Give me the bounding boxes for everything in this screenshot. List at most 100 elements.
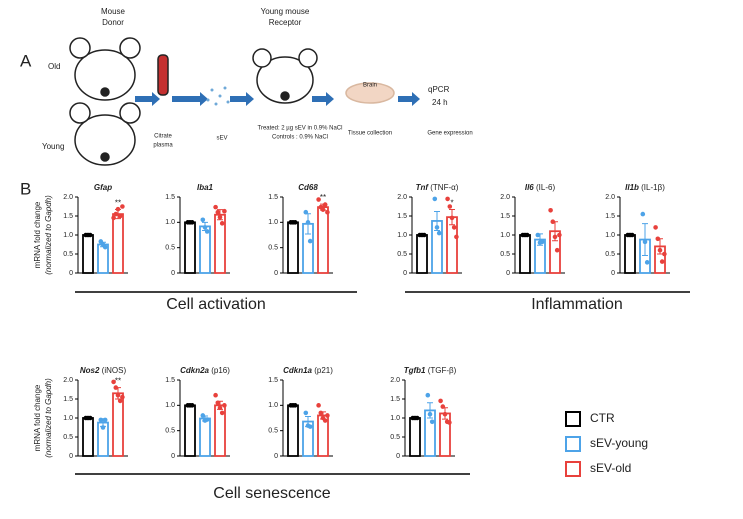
chart-title: Tnf (TNF-α) xyxy=(416,183,459,192)
label: qPCR xyxy=(428,85,450,94)
y-tick-label: 0 xyxy=(274,453,278,460)
panel-label: B xyxy=(20,179,31,198)
label: Donor xyxy=(102,18,124,27)
title-protein: (iNOS) xyxy=(102,366,127,375)
data-point xyxy=(202,225,208,230)
y-tick-label: 0 xyxy=(506,270,510,277)
data-point xyxy=(307,424,313,429)
data-point xyxy=(292,403,298,408)
bar xyxy=(199,225,211,274)
data-point xyxy=(449,215,455,221)
bar xyxy=(199,417,211,457)
significance: * xyxy=(450,199,453,208)
data-point xyxy=(642,239,648,245)
data-point xyxy=(539,239,545,245)
data-point xyxy=(204,229,210,234)
data-point xyxy=(325,209,330,215)
chart-title: Iba1 xyxy=(197,183,214,192)
label: Mouse xyxy=(101,7,126,16)
title-protein: (p16) xyxy=(211,366,230,375)
chart-title: Cdkn1a (p21) xyxy=(283,366,333,375)
data-point xyxy=(217,214,223,220)
chart-title: Nos2 (iNOS) xyxy=(80,366,127,375)
chart-title: Gfap xyxy=(94,183,112,192)
bar xyxy=(82,417,94,457)
data-point xyxy=(120,394,125,400)
data-point xyxy=(653,225,658,230)
y-tick-label: 2.0 xyxy=(63,194,73,201)
y-tick-label: 2.0 xyxy=(63,377,73,384)
title-gene: Nos2 xyxy=(80,366,100,375)
data-point xyxy=(438,398,443,404)
bar xyxy=(184,221,196,274)
title-protein: (TGF-β) xyxy=(428,366,457,375)
bar xyxy=(439,412,451,457)
bar xyxy=(317,206,329,274)
label: plasma xyxy=(153,143,173,149)
data-point xyxy=(213,392,218,398)
y-tick-label: 1.0 xyxy=(63,232,73,239)
y-tick-label: 1.0 xyxy=(390,415,400,422)
y-tick-label: 1.0 xyxy=(397,232,407,239)
y-tick-label: 1.5 xyxy=(268,194,278,201)
chart-title: Il6 (IL-6) xyxy=(525,183,556,192)
y-tick-label: 2.0 xyxy=(500,194,510,201)
y-tick-label: 0 xyxy=(611,270,615,277)
y-tick-label: 1.0 xyxy=(268,402,278,409)
data-point xyxy=(213,204,218,210)
y-tick-label: 0 xyxy=(69,453,73,460)
y-tick-label: 0 xyxy=(403,270,407,277)
y-tick-label: 1.5 xyxy=(390,396,400,403)
data-point xyxy=(111,379,116,385)
legend-label: sEV-young xyxy=(590,436,648,450)
data-point xyxy=(434,225,440,230)
chart-title: Cd68 xyxy=(298,183,318,192)
data-point xyxy=(445,196,450,202)
data-point xyxy=(292,220,298,225)
data-point xyxy=(447,420,452,425)
data-point xyxy=(117,398,123,404)
data-point xyxy=(100,425,106,430)
y-tick-label: 1.0 xyxy=(63,415,73,422)
data-point xyxy=(115,392,121,398)
data-point xyxy=(120,204,125,209)
bar xyxy=(82,234,94,274)
y-tick-label: 2.0 xyxy=(397,194,407,201)
data-point xyxy=(322,418,328,423)
data-point xyxy=(316,197,321,202)
title-gene: Gfap xyxy=(94,183,112,192)
data-point xyxy=(117,213,123,219)
y-axis-label: mRNA fold change xyxy=(33,201,42,268)
y-tick-label: 0.5 xyxy=(605,251,615,258)
label: 24 h xyxy=(432,98,448,107)
data-point xyxy=(451,225,457,230)
y-tick-label: 1.5 xyxy=(605,213,615,220)
data-point xyxy=(316,403,321,408)
data-point xyxy=(189,403,195,408)
y-tick-label: 0 xyxy=(171,453,175,460)
sev-dots xyxy=(206,86,230,106)
bar xyxy=(112,213,124,274)
legend-label: CTR xyxy=(590,411,615,425)
data-point xyxy=(662,251,667,257)
y-tick-label: 0.5 xyxy=(63,251,73,258)
legend-swatch xyxy=(565,411,581,427)
data-point xyxy=(454,234,459,240)
data-point xyxy=(204,417,210,422)
data-point xyxy=(629,232,635,238)
chart-title: Cdkn2a (p16) xyxy=(180,366,230,375)
title-gene: Tgfb1 xyxy=(404,366,426,375)
y-tick-label: 0.5 xyxy=(268,428,278,435)
data-point xyxy=(303,410,309,416)
data-point xyxy=(115,206,121,212)
y-tick-label: 0.5 xyxy=(268,245,278,252)
bar xyxy=(519,234,531,274)
data-point xyxy=(554,247,560,253)
bar xyxy=(287,404,299,457)
significance: ** xyxy=(115,199,121,208)
data-point xyxy=(535,232,541,238)
data-point xyxy=(219,410,225,416)
data-point xyxy=(432,196,438,202)
group-label: Cell activation xyxy=(166,296,266,313)
